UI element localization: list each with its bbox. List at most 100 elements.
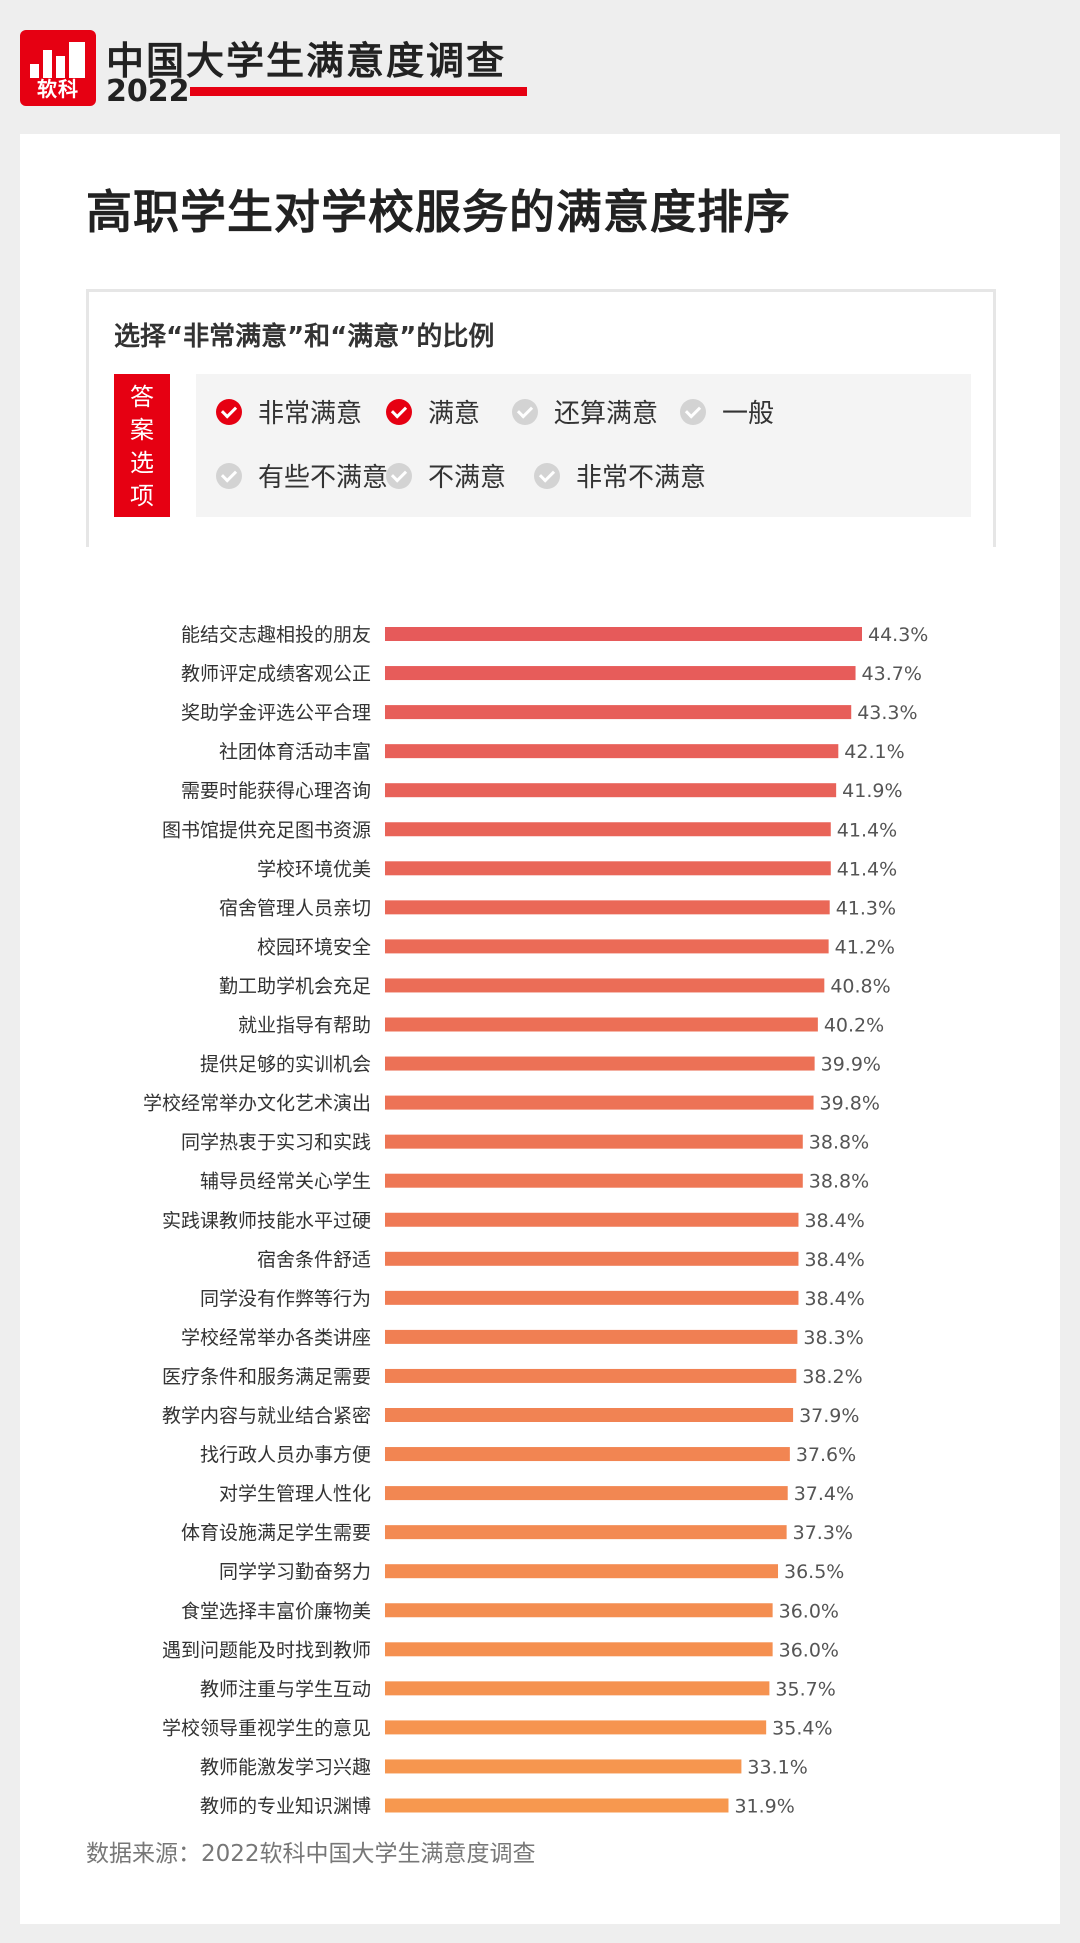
bar xyxy=(385,822,831,837)
category-label: 图书馆提供充足图书资源 xyxy=(162,819,371,841)
value-label: 39.9% xyxy=(821,1054,881,1076)
value-label: 35.7% xyxy=(775,1678,835,1700)
bar xyxy=(385,978,825,993)
value-label: 38.4% xyxy=(804,1288,864,1310)
bar xyxy=(385,1603,773,1618)
answer-options: 非常满意 满意 还算满意 一般 有些不满意 不满意 xyxy=(196,374,971,517)
category-label: 医疗条件和服务满足需要 xyxy=(162,1366,371,1388)
bar xyxy=(385,1525,787,1540)
bar xyxy=(385,744,839,759)
category-label: 奖助学金评选公平合理 xyxy=(181,702,371,724)
category-label: 同学没有作弊等行为 xyxy=(200,1288,371,1310)
category-label: 学校环境优美 xyxy=(257,858,371,880)
check-circle-icon xyxy=(512,398,538,425)
category-label: 需要时能获得心理咨询 xyxy=(181,780,371,802)
bar xyxy=(385,1408,794,1422)
value-label: 38.8% xyxy=(809,1171,869,1193)
category-label: 学校经常举办各类讲座 xyxy=(181,1327,371,1349)
option-dissatisfied: 不满意 xyxy=(386,457,506,494)
category-label: 校园环境安全 xyxy=(257,936,371,958)
logo-bar xyxy=(43,50,52,78)
tag-char: 项 xyxy=(130,482,154,510)
bar xyxy=(385,1564,779,1579)
bar xyxy=(385,1681,770,1696)
option-label: 满意 xyxy=(428,399,481,429)
category-label: 同学热衷于实习和实践 xyxy=(181,1132,371,1154)
category-label: 教学内容与就业结合紧密 xyxy=(162,1405,371,1427)
bar xyxy=(385,1056,815,1071)
bar xyxy=(385,1720,767,1735)
value-label: 38.3% xyxy=(803,1327,863,1349)
category-label: 遇到问题能及时找到教师 xyxy=(162,1639,371,1661)
option-very-satisfied: 非常满意 xyxy=(216,393,362,430)
bar xyxy=(385,1329,798,1344)
option-label: 非常不满意 xyxy=(576,463,707,493)
value-label: 41.4% xyxy=(837,819,897,841)
value-label: 35.4% xyxy=(772,1717,832,1739)
check-circle-icon xyxy=(216,462,242,489)
value-label: 39.8% xyxy=(820,1093,880,1115)
value-label: 41.3% xyxy=(836,897,896,919)
check-circle-icon xyxy=(216,398,242,425)
category-label: 勤工助学机会充足 xyxy=(219,975,371,997)
value-label: 38.8% xyxy=(809,1132,869,1154)
value-label: 37.3% xyxy=(793,1522,853,1544)
category-label: 就业指导有帮助 xyxy=(238,1015,371,1037)
bar xyxy=(385,1134,803,1149)
bar xyxy=(385,939,829,954)
logo-bar xyxy=(69,42,85,78)
bar-chart: 能结交志趣相投的朋友 44.3% 教师评定成绩客观公正 43.7% 奖助学金评选公平合理… xyxy=(143,624,928,1815)
check-circle-icon xyxy=(386,462,412,489)
category-label: 同学学习勤奋努力 xyxy=(219,1561,371,1583)
brand-year: 2022 xyxy=(106,74,190,109)
bar xyxy=(385,627,862,641)
bar xyxy=(385,1017,818,1032)
category-label: 找行政人员办事方便 xyxy=(200,1444,371,1466)
brand-logo: 软科 xyxy=(20,30,96,106)
option-very-dissatisfied: 非常不满意 xyxy=(534,457,706,494)
value-label: 44.3% xyxy=(868,624,928,646)
option-label: 非常满意 xyxy=(258,399,363,429)
option-label: 不满意 xyxy=(428,463,507,493)
value-label: 41.4% xyxy=(837,858,897,880)
bar xyxy=(385,666,856,681)
logo-text: 软科 xyxy=(37,77,79,101)
category-label: 提供足够的实训机会 xyxy=(200,1054,371,1076)
brand-title: 中国大学生满意度调查 xyxy=(106,39,507,83)
value-label: 31.9% xyxy=(734,1796,794,1815)
value-label: 43.7% xyxy=(862,663,922,685)
value-label: 36.5% xyxy=(784,1561,844,1583)
value-label: 36.0% xyxy=(779,1639,839,1661)
value-label: 38.4% xyxy=(804,1210,864,1232)
content-card: 高职学生对学校服务的满意度排序 选择“非常满意”和“满意”的比例 答 案 选 项… xyxy=(20,134,1060,1924)
check-circle-icon xyxy=(680,398,706,425)
value-label: 41.2% xyxy=(835,936,895,958)
value-label: 36.0% xyxy=(779,1600,839,1622)
source-note: 数据来源：2022软科中国大学生满意度调查 xyxy=(86,1841,536,1867)
option-label: 还算满意 xyxy=(554,399,659,429)
tag-char: 答 xyxy=(130,383,154,411)
bar xyxy=(385,1368,797,1383)
answer-options-tag: 答 案 选 项 xyxy=(114,374,170,517)
category-label: 教师评定成绩客观公正 xyxy=(181,663,371,685)
tag-char: 选 xyxy=(130,449,154,477)
bar xyxy=(385,1173,803,1188)
logo-bar xyxy=(56,56,65,78)
category-label: 学校经常举办文化艺术演出 xyxy=(143,1093,371,1115)
bar xyxy=(385,1759,742,1774)
category-label: 体育设施满足学生需要 xyxy=(181,1522,371,1544)
option-satisfied: 满意 xyxy=(386,393,480,430)
option-somewhat-dissatisfied: 有些不满意 xyxy=(216,457,388,494)
logo-bar xyxy=(30,64,39,78)
category-label: 辅导员经常关心学生 xyxy=(200,1171,371,1193)
tag-char: 案 xyxy=(130,416,154,444)
category-label: 宿舍管理人员亲切 xyxy=(219,897,371,919)
value-label: 43.3% xyxy=(857,702,917,724)
category-label: 食堂选择丰富价廉物美 xyxy=(181,1600,371,1622)
bar xyxy=(385,900,830,915)
value-label: 37.4% xyxy=(794,1483,854,1505)
bar xyxy=(385,1212,799,1227)
value-label: 38.2% xyxy=(802,1366,862,1388)
category-label: 对学生管理人性化 xyxy=(219,1483,371,1505)
bar xyxy=(385,1798,729,1813)
